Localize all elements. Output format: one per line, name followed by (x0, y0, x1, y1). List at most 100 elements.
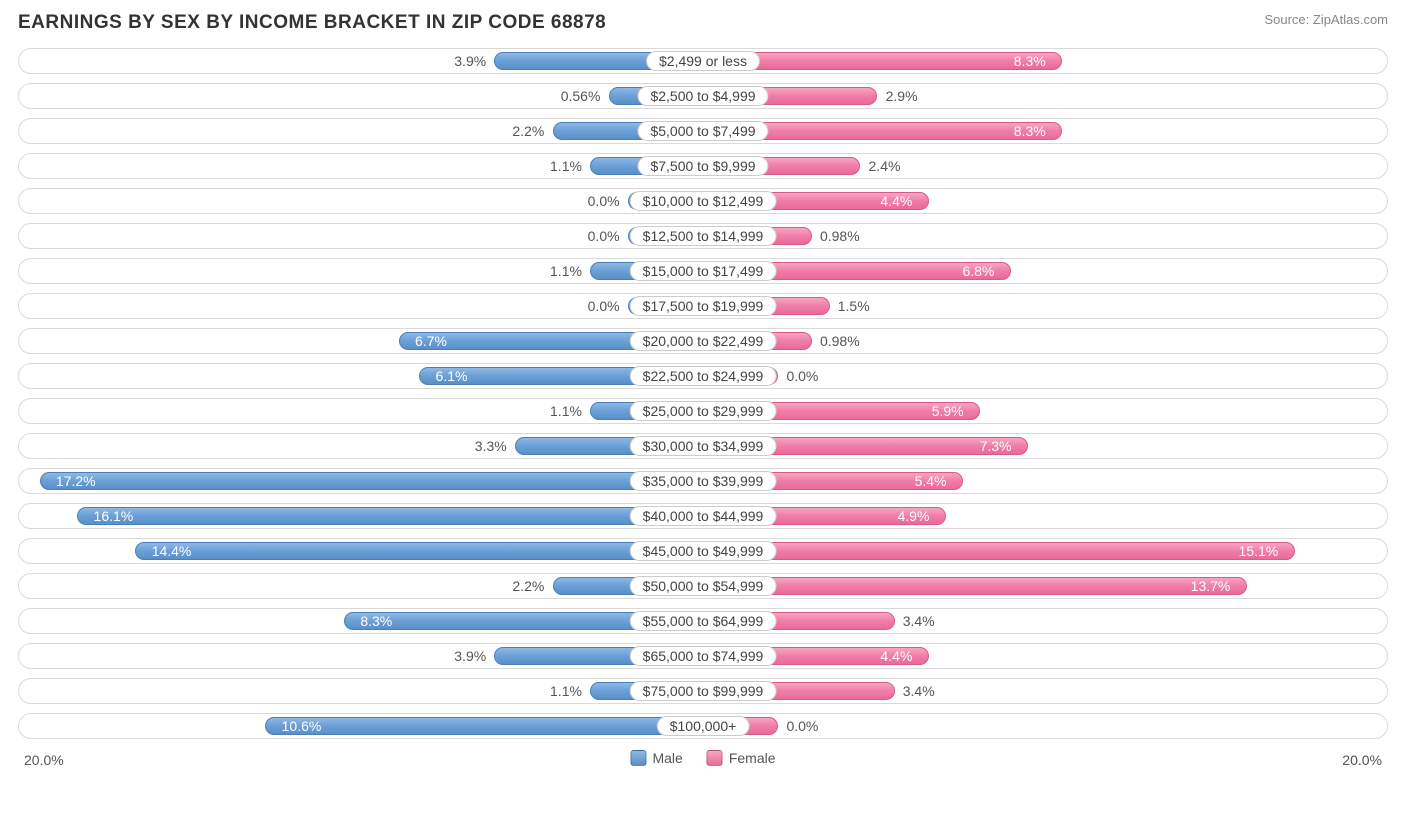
male-pct-label: 3.9% (454, 648, 486, 664)
chart-row: 14.4% 15.1% $45,000 to $49,999 (18, 538, 1388, 564)
male-pct-label: 16.1% (94, 508, 134, 524)
female-pct-label: 2.9% (886, 88, 918, 104)
chart-row: 1.1% 3.4% $75,000 to $99,999 (18, 678, 1388, 704)
female-pct-label: 3.4% (903, 683, 935, 699)
female-pct-label: 0.0% (786, 718, 818, 734)
axis-max-right: 20.0% (1342, 752, 1382, 768)
chart-row: 16.1% 4.9% $40,000 to $44,999 (18, 503, 1388, 529)
legend-male-label: Male (652, 750, 682, 766)
female-pct-label: 0.0% (786, 368, 818, 384)
category-label: $65,000 to $74,999 (630, 646, 777, 666)
chart-row: 1.1% 2.4% $7,500 to $9,999 (18, 153, 1388, 179)
chart-row: 2.2% 13.7% $50,000 to $54,999 (18, 573, 1388, 599)
legend-female-label: Female (729, 750, 776, 766)
chart-row: 3.9% 8.3% $2,499 or less (18, 48, 1388, 74)
female-bar (703, 542, 1295, 560)
female-bar (703, 577, 1247, 595)
male-pct-label: 3.3% (475, 438, 507, 454)
category-label: $20,000 to $22,499 (630, 331, 777, 351)
male-pct-label: 0.56% (561, 88, 601, 104)
male-pct-label: 0.0% (588, 193, 620, 209)
chart-row: 0.56% 2.9% $2,500 to $4,999 (18, 83, 1388, 109)
chart-row: 3.3% 7.3% $30,000 to $34,999 (18, 433, 1388, 459)
category-label: $15,000 to $17,499 (630, 261, 777, 281)
female-pct-label: 13.7% (1191, 578, 1231, 594)
male-pct-label: 10.6% (282, 718, 322, 734)
chart-row: 10.6% 0.0% $100,000+ (18, 713, 1388, 739)
category-label: $10,000 to $12,499 (630, 191, 777, 211)
chart-row: 3.9% 4.4% $65,000 to $74,999 (18, 643, 1388, 669)
category-label: $2,499 or less (646, 51, 760, 71)
female-pct-label: 5.9% (932, 403, 964, 419)
female-pct-label: 0.98% (820, 333, 860, 349)
chart-row: 0.0% 0.98% $12,500 to $14,999 (18, 223, 1388, 249)
female-pct-label: 4.9% (897, 508, 929, 524)
male-pct-label: 2.2% (512, 123, 544, 139)
category-label: $100,000+ (657, 716, 750, 736)
female-pct-label: 7.3% (980, 438, 1012, 454)
female-pct-label: 2.4% (869, 158, 901, 174)
chart-row: 6.1% 0.0% $22,500 to $24,999 (18, 363, 1388, 389)
female-pct-label: 6.8% (962, 263, 994, 279)
category-label: $22,500 to $24,999 (630, 366, 777, 386)
legend: Male Female (630, 750, 775, 766)
category-label: $55,000 to $64,999 (630, 611, 777, 631)
female-pct-label: 5.4% (915, 473, 947, 489)
female-pct-label: 4.4% (880, 193, 912, 209)
chart-row: 8.3% 3.4% $55,000 to $64,999 (18, 608, 1388, 634)
chart-row: 6.7% 0.98% $20,000 to $22,499 (18, 328, 1388, 354)
chart-row: 17.2% 5.4% $35,000 to $39,999 (18, 468, 1388, 494)
male-pct-label: 6.7% (415, 333, 447, 349)
category-label: $30,000 to $34,999 (630, 436, 777, 456)
male-pct-label: 14.4% (152, 543, 192, 559)
category-label: $5,000 to $7,499 (637, 121, 768, 141)
chart-row: 0.0% 4.4% $10,000 to $12,499 (18, 188, 1388, 214)
female-pct-label: 3.4% (903, 613, 935, 629)
chart-row: 1.1% 5.9% $25,000 to $29,999 (18, 398, 1388, 424)
female-pct-label: 1.5% (838, 298, 870, 314)
diverging-bar-chart: 3.9% 8.3% $2,499 or less 0.56% 2.9% $2,500 to… (18, 48, 1388, 739)
category-label: $12,500 to $14,999 (630, 226, 777, 246)
male-pct-label: 1.1% (550, 263, 582, 279)
category-label: $25,000 to $29,999 (630, 401, 777, 421)
category-label: $40,000 to $44,999 (630, 506, 777, 526)
female-pct-label: 8.3% (1014, 53, 1046, 69)
female-pct-label: 0.98% (820, 228, 860, 244)
category-label: $17,500 to $19,999 (630, 296, 777, 316)
female-pct-label: 15.1% (1239, 543, 1279, 559)
axis-max-left: 20.0% (24, 752, 64, 768)
chart-source: Source: ZipAtlas.com (1264, 12, 1388, 27)
male-pct-label: 6.1% (436, 368, 468, 384)
male-pct-label: 0.0% (588, 298, 620, 314)
category-label: $45,000 to $49,999 (630, 541, 777, 561)
legend-male: Male (630, 750, 682, 766)
chart-row: 1.1% 6.8% $15,000 to $17,499 (18, 258, 1388, 284)
male-bar (40, 472, 703, 490)
chart-footer: 20.0% Male Female 20.0% (18, 748, 1388, 778)
male-swatch-icon (630, 750, 646, 766)
female-pct-label: 4.4% (880, 648, 912, 664)
category-label: $50,000 to $54,999 (630, 576, 777, 596)
chart-title: EARNINGS BY SEX BY INCOME BRACKET IN ZIP… (18, 12, 606, 34)
chart-header: EARNINGS BY SEX BY INCOME BRACKET IN ZIP… (18, 12, 1388, 34)
male-pct-label: 1.1% (550, 683, 582, 699)
male-pct-label: 2.2% (512, 578, 544, 594)
female-swatch-icon (707, 750, 723, 766)
male-pct-label: 0.0% (588, 228, 620, 244)
category-label: $35,000 to $39,999 (630, 471, 777, 491)
female-pct-label: 8.3% (1014, 123, 1046, 139)
male-pct-label: 17.2% (56, 473, 96, 489)
chart-row: 0.0% 1.5% $17,500 to $19,999 (18, 293, 1388, 319)
male-bar (77, 507, 703, 525)
male-bar (265, 717, 703, 735)
male-pct-label: 8.3% (360, 613, 392, 629)
male-pct-label: 1.1% (550, 403, 582, 419)
male-bar (135, 542, 703, 560)
male-pct-label: 3.9% (454, 53, 486, 69)
category-label: $7,500 to $9,999 (637, 156, 768, 176)
male-pct-label: 1.1% (550, 158, 582, 174)
category-label: $75,000 to $99,999 (630, 681, 777, 701)
category-label: $2,500 to $4,999 (637, 86, 768, 106)
legend-female: Female (707, 750, 776, 766)
chart-row: 2.2% 8.3% $5,000 to $7,499 (18, 118, 1388, 144)
